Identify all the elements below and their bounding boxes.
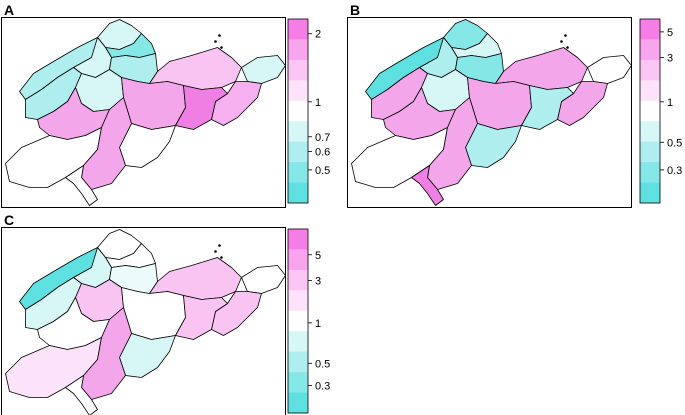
panel-label-b: B xyxy=(350,2,361,18)
region-a-16 xyxy=(81,97,132,190)
legend-swatch-c-7 xyxy=(288,351,308,373)
island-a-3 xyxy=(220,46,223,49)
legend-frame-c xyxy=(287,228,309,414)
legend-frame-b xyxy=(639,18,661,204)
legend-tick-label-a-3: 0.7 xyxy=(315,132,330,144)
legend-swatch-b-1 xyxy=(640,19,660,40)
region-a-8 xyxy=(211,81,262,126)
legend-tick-label-c-5: 0.3 xyxy=(315,380,330,392)
legend-swatch-b-2 xyxy=(640,39,660,61)
region-b-12 xyxy=(521,85,574,130)
legend-swatch-a-9 xyxy=(288,182,308,204)
legend-swatch-c-1 xyxy=(288,229,308,250)
legend-swatch-a-4 xyxy=(288,80,308,102)
legend-tick-label-c-2: 3 xyxy=(315,276,321,288)
region-c-17 xyxy=(65,375,98,415)
legend-tick-label-c-3: 1 xyxy=(315,318,321,330)
legend-swatch-b-3 xyxy=(640,59,660,81)
legend-swatch-b-7 xyxy=(640,141,660,163)
legend-tick-label-a-2: 1 xyxy=(315,97,321,109)
region-a-17 xyxy=(65,165,98,206)
legend-tick-label-b-2: 3 xyxy=(667,53,673,65)
island-a-2 xyxy=(218,34,221,37)
legend-tick-label-b-3: 1 xyxy=(667,97,673,109)
legend-swatch-a-1 xyxy=(288,19,308,40)
legend-swatch-c-3 xyxy=(288,269,308,291)
legend-swatch-b-4 xyxy=(640,80,660,102)
map-a xyxy=(5,19,286,206)
panel-label-a: A xyxy=(4,2,15,18)
island-a-1 xyxy=(214,40,217,43)
legend-swatch-a-8 xyxy=(288,162,308,183)
legend-swatch-b-6 xyxy=(640,121,660,142)
region-c-16 xyxy=(81,307,132,400)
legend-swatch-a-2 xyxy=(288,39,308,61)
island-c-2 xyxy=(218,244,221,247)
legend-swatch-b-8 xyxy=(640,162,660,183)
region-b-16 xyxy=(427,97,478,190)
legend-tick-label-b-4: 0.5 xyxy=(667,137,682,149)
map-c xyxy=(5,229,286,415)
region-b-8 xyxy=(557,81,608,126)
island-b-1 xyxy=(560,40,563,43)
legend-swatch-a-5 xyxy=(288,100,308,122)
island-b-2 xyxy=(564,34,567,37)
legend-tick-label-c-1: 5 xyxy=(315,250,321,262)
legend-tick-label-c-4: 0.5 xyxy=(315,358,330,370)
region-b-17 xyxy=(411,165,444,206)
legend-tick-label-a-4: 0.6 xyxy=(315,146,330,158)
legend-swatch-a-6 xyxy=(288,121,308,142)
panel-label-c: C xyxy=(4,212,15,228)
region-c-12 xyxy=(175,295,228,340)
legend-swatch-c-8 xyxy=(288,372,308,393)
legend-frame-a xyxy=(287,18,309,204)
map-b xyxy=(351,19,632,206)
legend-swatch-b-9 xyxy=(640,182,660,204)
legend-tick-label-a-1: 2 xyxy=(315,29,321,41)
island-c-3 xyxy=(220,256,223,259)
legend-swatch-a-3 xyxy=(288,59,308,81)
legend-tick-label-a-5: 0.5 xyxy=(315,165,330,177)
legend-swatch-c-4 xyxy=(288,290,308,312)
legend-swatch-c-2 xyxy=(288,249,308,271)
legend-swatch-a-7 xyxy=(288,141,308,163)
legend-swatch-c-9 xyxy=(288,392,308,414)
legend-swatch-b-5 xyxy=(640,100,660,122)
legend-tick-label-b-5: 0.3 xyxy=(667,165,682,177)
legend-swatch-c-5 xyxy=(288,310,308,332)
region-c-8 xyxy=(211,291,262,336)
island-b-3 xyxy=(566,46,569,49)
legend-tick-label-b-1: 5 xyxy=(667,27,673,39)
island-c-1 xyxy=(214,250,217,253)
legend-swatch-c-6 xyxy=(288,331,308,352)
region-a-12 xyxy=(175,85,228,130)
